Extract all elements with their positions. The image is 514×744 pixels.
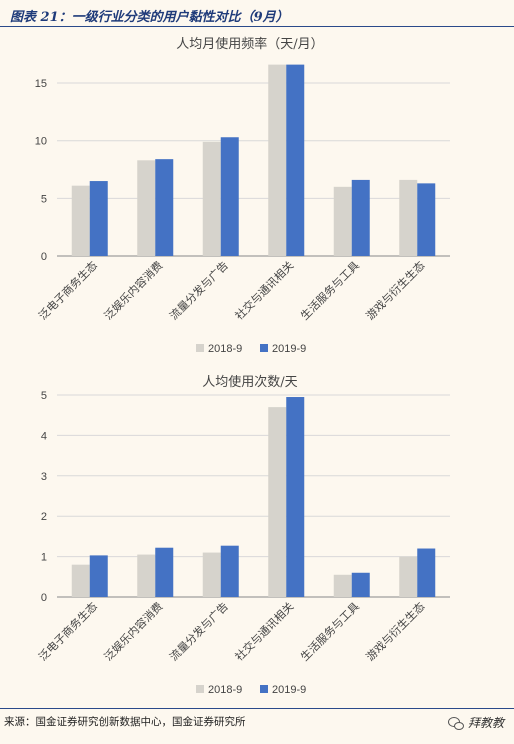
legend-swatch [196,685,204,693]
bar-2019-9 [220,545,239,597]
y-tick-label: 0 [41,592,47,604]
x-category-label: 生活服务与工具 [298,599,362,663]
bar-2018-9 [333,186,352,256]
x-category-label: 流量分发与广告 [167,258,231,322]
bar-2018-9 [268,407,287,597]
bar-2018-9 [137,554,156,597]
legend-swatch [196,344,204,352]
bar-2018-9 [71,564,90,597]
y-tick-label: 10 [35,136,47,148]
legend-label: 2019-9 [272,343,306,355]
bar-2018-9 [71,185,90,256]
x-category-label: 流量分发与广告 [167,599,231,663]
watermark: 拜教教 [447,714,504,731]
chart-title: 人均使用次数/天 [202,374,297,390]
y-tick-label: 2 [41,511,47,523]
x-category-label: 泛电子商务生态 [36,599,100,663]
bar-2019-9 [89,555,108,597]
x-category-label: 游戏与衍生生态 [363,599,427,663]
x-category-label: 游戏与衍生生态 [363,258,427,322]
chart-title: 人均月使用频率（天/月） [176,36,323,52]
y-tick-label: 15 [35,78,47,90]
bar-2019-9 [89,181,108,256]
bar-2018-9 [333,574,352,597]
bar-2019-9 [286,397,305,597]
legend-label: 2018-9 [208,684,242,696]
x-category-label: 生活服务与工具 [298,258,362,322]
legend-label: 2018-9 [208,343,242,355]
bar-2019-9 [417,183,436,256]
source-note: 来源：国金证券研究创新数据中心，国金证券研究所 [4,716,246,728]
bar-2018-9 [202,552,221,597]
bar-2019-9 [220,137,239,256]
wechat-icon [447,716,464,730]
y-tick-label: 0 [41,251,47,263]
y-tick-label: 4 [41,430,47,442]
bar-2019-9 [286,64,305,257]
x-category-label: 泛娱乐内容消费 [101,599,165,663]
bar-2019-9 [351,179,370,256]
legend-swatch [260,685,268,693]
bar-2018-9 [137,160,156,256]
watermark-text: 拜教教 [467,716,504,730]
x-category-label: 泛电子商务生态 [36,258,100,322]
y-tick-label: 1 [41,552,47,564]
bar-2018-9 [202,141,221,256]
bar-2018-9 [399,179,418,256]
bar-2019-9 [417,548,436,597]
top-rule [0,26,514,27]
bar-2018-9 [399,556,418,597]
x-category-label: 社交与通讯相关 [232,599,296,663]
legend-label: 2019-9 [272,684,306,696]
y-tick-label: 3 [41,471,47,483]
y-tick-label: 5 [41,193,47,205]
bar-2019-9 [155,159,174,256]
x-category-label: 泛娱乐内容消费 [101,258,165,322]
bar-2019-9 [351,572,370,597]
bar-2019-9 [155,547,174,597]
x-category-label: 社交与通讯相关 [232,258,296,322]
figure-title: 图表 21：一级行业分类的用户黏性对比（9月） [10,10,289,25]
legend-swatch [260,344,268,352]
bar-2018-9 [268,64,287,257]
bottom-rule [0,708,514,709]
y-tick-label: 5 [41,390,47,402]
